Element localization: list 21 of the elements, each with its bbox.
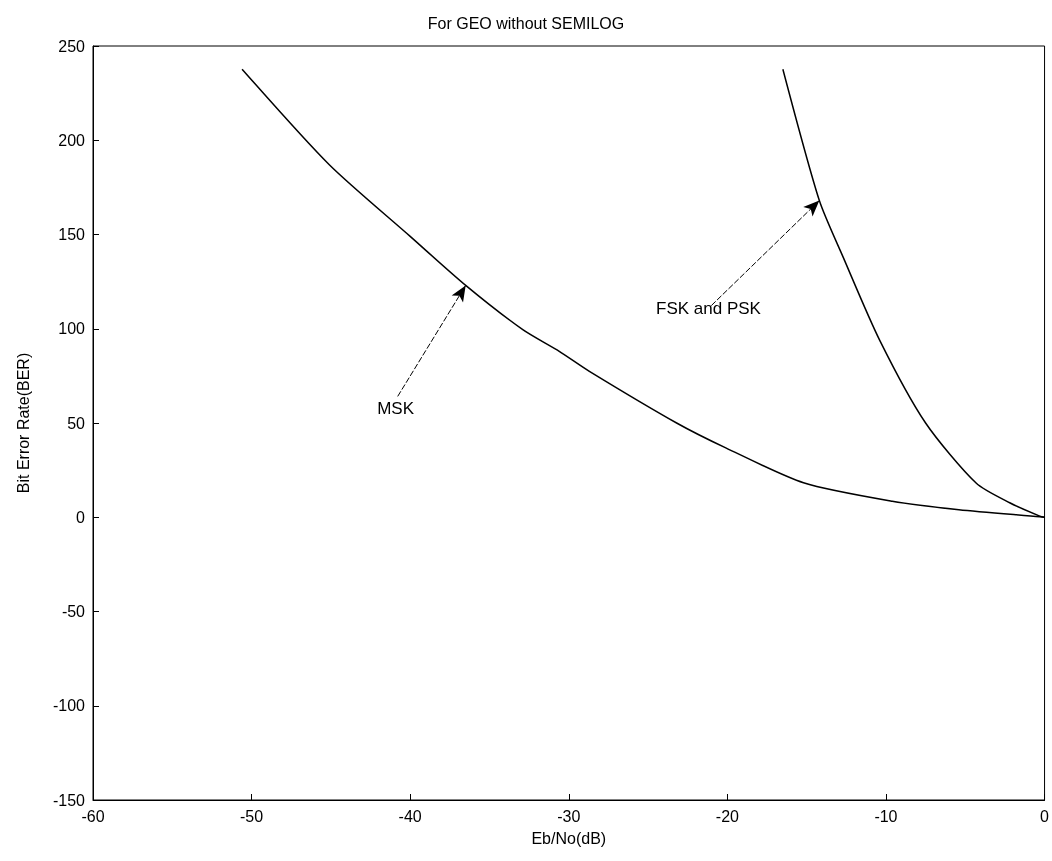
y-axis-title: Bit Error Rate(BER): [14, 352, 32, 494]
x-tick-label: 0: [1040, 807, 1050, 825]
y-tick-label: -100: [52, 697, 86, 715]
y-tick-label: 0: [76, 508, 86, 526]
y-tick-label: 150: [58, 226, 86, 243]
y-tick-label: 250: [58, 37, 86, 55]
annotation: MSK: [377, 398, 415, 418]
annotation: FSK and PSK: [656, 298, 762, 318]
x-tick-label: -30: [557, 807, 581, 825]
x-tick-label: -60: [81, 807, 105, 825]
x-axis-title: Eb/No(dB): [531, 829, 607, 847]
y-tick-label: 200: [58, 131, 86, 149]
y-tick-label: 100: [58, 320, 86, 338]
y-tick-label: -50: [61, 603, 86, 620]
x-tick-label: -20: [715, 807, 740, 825]
x-tick-label: -10: [874, 807, 898, 825]
chart-title: For GEO without SEMILOG: [427, 14, 625, 32]
y-tick-label: -150: [52, 791, 86, 809]
x-tick-label: -50: [240, 807, 264, 825]
x-tick-label: -40: [398, 807, 422, 825]
y-tick-label: 50: [67, 414, 86, 432]
